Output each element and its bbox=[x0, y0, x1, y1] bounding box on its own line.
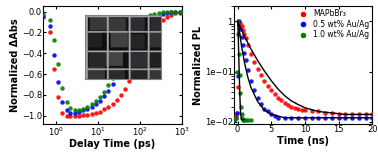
X-axis label: Time (ns): Time (ns) bbox=[277, 136, 329, 146]
X-axis label: Delay Time (ps): Delay Time (ps) bbox=[70, 139, 156, 149]
Legend: MAPbBr₃, 0.5 wt% Au/Ag, 1.0 wt% Au/Ag: MAPbBr₃, 0.5 wt% Au/Ag, 1.0 wt% Au/Ag bbox=[295, 9, 370, 40]
Y-axis label: Normalized ΔAbs: Normalized ΔAbs bbox=[11, 18, 20, 112]
Y-axis label: Normalized PL: Normalized PL bbox=[194, 26, 203, 105]
